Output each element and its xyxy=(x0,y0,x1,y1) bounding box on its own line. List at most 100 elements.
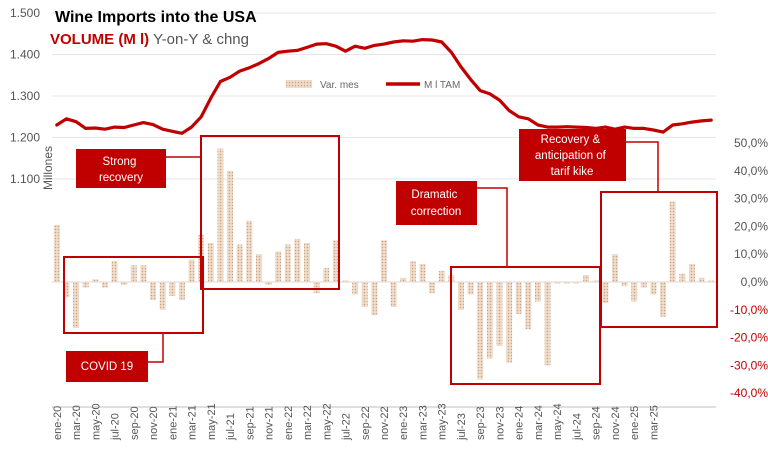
annotation-strong-recovery xyxy=(76,149,166,188)
bar-var-mes xyxy=(236,244,243,282)
x-tick-label: mar-24 xyxy=(533,405,545,440)
bar-var-mes xyxy=(477,282,484,380)
bar-var-mes xyxy=(602,282,609,303)
bar-var-mes xyxy=(342,280,349,282)
bar-var-mes xyxy=(217,148,224,282)
bar-var-mes xyxy=(525,282,532,330)
bar-var-mes xyxy=(92,279,99,282)
x-tick-label: sep-24 xyxy=(591,406,603,440)
highlight-box-covid xyxy=(63,256,204,334)
bar-var-mes xyxy=(688,263,695,282)
bar-var-mes xyxy=(669,201,676,282)
x-tick-label: ene-21 xyxy=(167,406,179,440)
y-right-tick-label: 30,0% xyxy=(734,192,768,206)
line-m-l-tam xyxy=(55,37,713,135)
y-right-tick-label: -20,0% xyxy=(730,331,768,345)
bar-var-mes xyxy=(698,277,705,282)
bar-var-mes xyxy=(332,240,339,282)
annotation-strong-recovery-text: Strong recovery xyxy=(99,156,143,184)
annotation-strong-recovery-line1: Strong xyxy=(102,156,136,168)
x-tick-label: nov-22 xyxy=(379,406,391,440)
y-right-tick-label: -40,0% xyxy=(730,386,768,400)
bar-var-mes xyxy=(159,282,166,310)
x-tick-label: sep-21 xyxy=(244,406,256,440)
y-left-tick-label: 1.500 xyxy=(10,6,40,20)
y-right-tick-label: 50,0% xyxy=(734,136,768,150)
annotations: Strong recovery COVID 19 Dramatic correc… xyxy=(63,129,718,385)
x-tick-label: may-22 xyxy=(321,403,333,440)
bar-var-mes xyxy=(207,243,214,282)
subtitle-rest: Y-on-Y & chng xyxy=(153,31,249,48)
y-left-tick-label: 1.300 xyxy=(10,89,40,103)
bar-var-mes xyxy=(178,282,185,301)
y-left-tick-label: 1.400 xyxy=(10,48,40,62)
legend-label-line: M l TAM xyxy=(424,80,460,91)
bar-var-mes xyxy=(121,282,128,285)
x-tick-label: ene-23 xyxy=(398,406,410,440)
bar-var-mes xyxy=(140,265,147,282)
annotation-recovery-anticipation xyxy=(519,129,626,181)
x-tick-label: jul-23 xyxy=(456,413,468,441)
axis-labels: 1.500 1.400 1.300 1.200 1.100 50,0% 40,0% 30,0… xyxy=(10,6,768,441)
x-tick-label: mar-23 xyxy=(417,405,429,440)
bar-var-mes xyxy=(496,282,503,346)
bar-var-mes xyxy=(150,282,157,301)
bar-var-mes xyxy=(101,282,108,288)
highlight-box-recovery-anticipation xyxy=(600,191,718,328)
bar-var-mes xyxy=(467,282,474,295)
x-tick-label: may-23 xyxy=(437,403,449,440)
x-tick-label: ene-24 xyxy=(514,406,526,440)
bar-var-mes xyxy=(573,282,580,284)
annotation-recovery-line2: anticipation of xyxy=(535,150,607,162)
bar-var-mes xyxy=(515,282,522,314)
legend: Var. mes M l TAM xyxy=(286,80,460,91)
x-tick-label: may-21 xyxy=(206,403,218,440)
bar-var-mes xyxy=(169,282,176,296)
gridlines xyxy=(52,12,716,408)
y-axis-label: Millones xyxy=(41,146,55,190)
x-tick-label: jul-20 xyxy=(110,413,122,441)
x-tick-label: sep-23 xyxy=(475,406,487,440)
x-tick-label: jul-22 xyxy=(341,413,353,441)
bar-var-mes xyxy=(458,282,464,310)
annotation-covid-text: COVID 19 xyxy=(81,361,133,373)
bar-var-mes xyxy=(323,268,330,282)
x-tick-label: may-20 xyxy=(90,403,102,440)
bar-var-mes xyxy=(390,282,397,308)
x-tick-label: sep-20 xyxy=(129,406,141,440)
bar-var-mes xyxy=(130,265,137,282)
subtitle-volume: VOLUME (M l) xyxy=(50,31,149,48)
x-tick-label: nov-24 xyxy=(610,406,622,440)
y-right-tick-label: -10,0% xyxy=(730,303,768,317)
annotation-dramatic-line2: correction xyxy=(411,206,462,218)
highlight-box-strong-recovery xyxy=(200,135,340,290)
x-tick-label: mar-22 xyxy=(302,405,314,440)
x-tick-label: jul-21 xyxy=(225,413,237,441)
legend-swatch-bars xyxy=(286,80,312,88)
bar-var-mes xyxy=(419,263,426,282)
x-tick-label: ene-22 xyxy=(283,406,295,440)
x-tick-label: nov-21 xyxy=(264,406,276,440)
bar-var-mes xyxy=(544,282,551,366)
x-tick-label: nov-20 xyxy=(148,406,160,440)
annotation-strong-recovery-line2: recovery xyxy=(99,172,143,184)
bar-var-mes xyxy=(506,282,513,363)
bar-var-mes xyxy=(640,282,647,288)
bar-var-mes xyxy=(534,282,541,302)
y-right-tick-label: 40,0% xyxy=(734,164,768,178)
annotation-recovery-line3: tarif kike xyxy=(551,166,594,178)
bar-var-mes xyxy=(304,243,310,282)
annotation-recovery-anticipation-text: Recovery & anticipation of tarif kike xyxy=(535,134,609,178)
annotation-dramatic-line1: Dramatic xyxy=(411,189,457,201)
x-tick-label: mar-21 xyxy=(187,405,199,440)
bar-var-mes xyxy=(361,282,368,308)
bar-var-mes xyxy=(400,277,407,282)
bar-var-mes xyxy=(265,282,272,285)
y-right-tick-label: -30,0% xyxy=(730,358,768,372)
x-tick-label: ene-25 xyxy=(629,406,641,440)
bar-var-mes xyxy=(554,282,561,284)
annotation-recovery-line1: Recovery & xyxy=(541,134,601,146)
bar-var-mes xyxy=(660,282,667,317)
